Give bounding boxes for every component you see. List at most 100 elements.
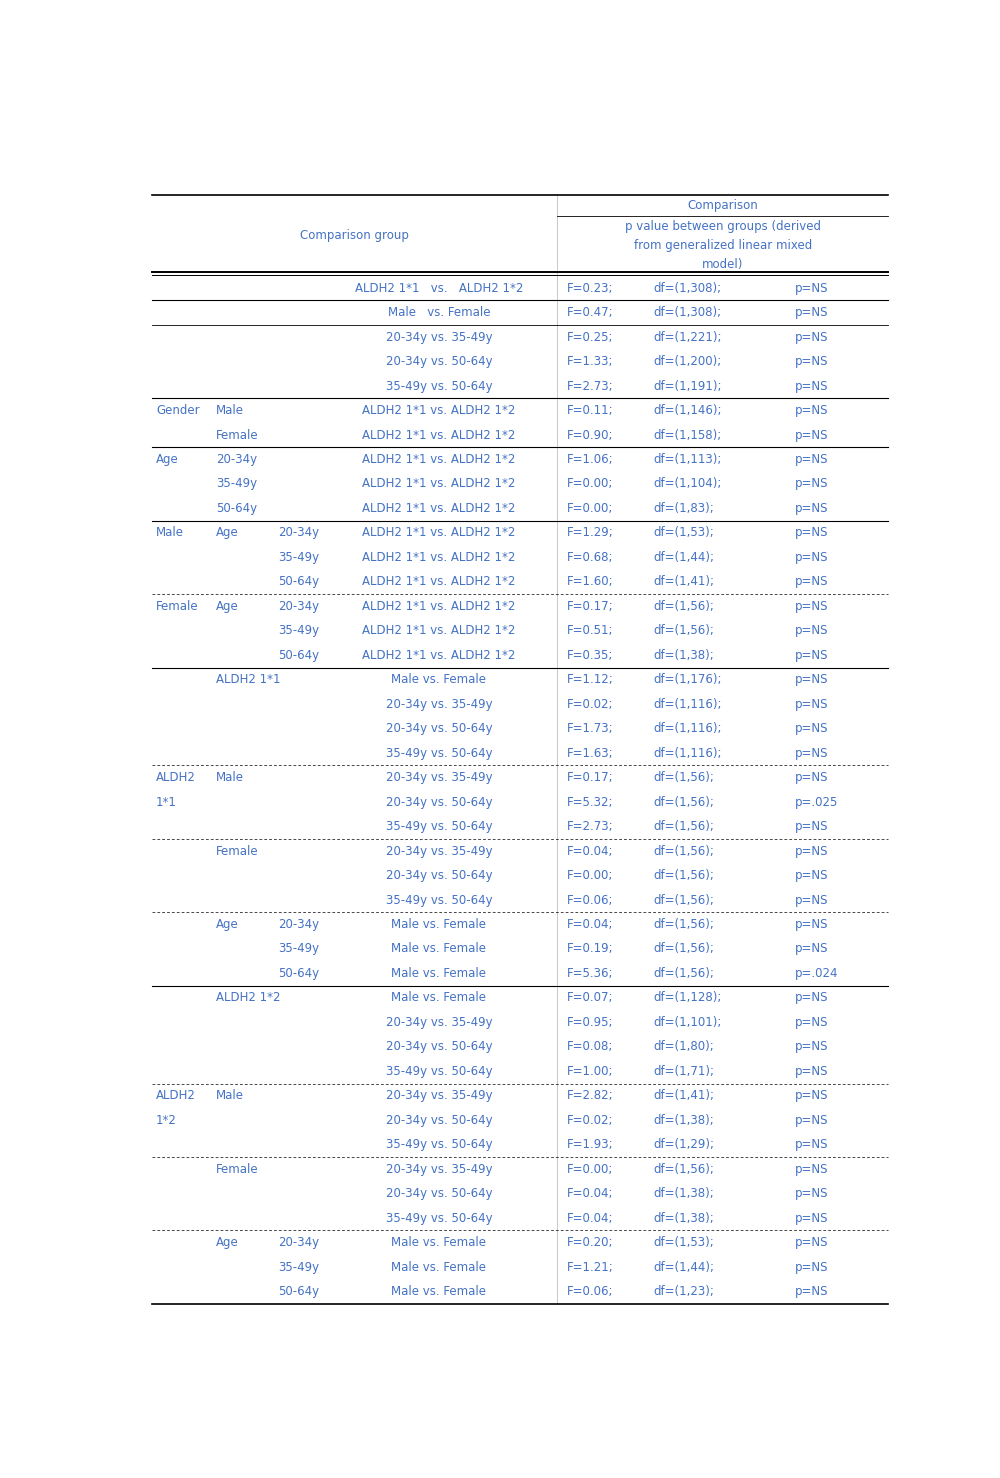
Text: p=NS: p=NS xyxy=(795,1286,829,1298)
Text: ALDH2 1*1 vs. ALDH2 1*2: ALDH2 1*1 vs. ALDH2 1*2 xyxy=(362,477,516,491)
Text: ALDH2 1*1 vs. ALDH2 1*2: ALDH2 1*1 vs. ALDH2 1*2 xyxy=(362,429,516,442)
Text: F=5.32;: F=5.32; xyxy=(567,795,613,808)
Text: F=0.00;: F=0.00; xyxy=(567,503,613,514)
Text: df=(1,41);: df=(1,41); xyxy=(654,1089,715,1103)
Text: df=(1,80);: df=(1,80); xyxy=(654,1041,714,1054)
Text: p=NS: p=NS xyxy=(795,503,829,514)
Text: F=0.06;: F=0.06; xyxy=(567,1286,613,1298)
Text: 35-49y vs. 50-64y: 35-49y vs. 50-64y xyxy=(386,820,492,834)
Text: p=NS: p=NS xyxy=(795,1089,829,1103)
Text: Male: Male xyxy=(156,526,184,539)
Text: Male: Male xyxy=(216,1089,244,1103)
Text: F=0.19;: F=0.19; xyxy=(567,943,613,955)
Text: df=(1,38);: df=(1,38); xyxy=(654,1114,714,1126)
Text: p=NS: p=NS xyxy=(795,1041,829,1054)
Text: 50-64y: 50-64y xyxy=(278,967,319,980)
Text: 20-34y: 20-34y xyxy=(278,526,319,539)
Text: F=0.23;: F=0.23; xyxy=(567,282,613,294)
Text: F=0.04;: F=0.04; xyxy=(567,918,613,931)
Text: p=NS: p=NS xyxy=(795,452,829,466)
Text: df=(1,104);: df=(1,104); xyxy=(654,477,722,491)
Text: 20-34y vs. 35-49y: 20-34y vs. 35-49y xyxy=(386,698,492,711)
Text: df=(1,44);: df=(1,44); xyxy=(654,551,715,565)
Text: p=NS: p=NS xyxy=(795,331,829,343)
Text: 20-34y vs. 50-64y: 20-34y vs. 50-64y xyxy=(386,355,492,368)
Text: p=NS: p=NS xyxy=(795,1138,829,1151)
Text: F=0.90;: F=0.90; xyxy=(567,429,613,442)
Text: Female: Female xyxy=(156,600,199,613)
Text: 20-34y vs. 50-64y: 20-34y vs. 50-64y xyxy=(386,1187,492,1200)
Text: df=(1,221);: df=(1,221); xyxy=(654,331,722,343)
Text: ALDH2: ALDH2 xyxy=(156,772,196,785)
Text: Male vs. Female: Male vs. Female xyxy=(391,992,486,1005)
Text: df=(1,56);: df=(1,56); xyxy=(654,869,714,882)
Text: Comparison group: Comparison group xyxy=(300,229,409,242)
Text: p=NS: p=NS xyxy=(795,746,829,760)
Text: p=NS: p=NS xyxy=(795,649,829,662)
Text: Comparison: Comparison xyxy=(688,200,758,211)
Text: df=(1,44);: df=(1,44); xyxy=(654,1261,715,1274)
Text: 1*1: 1*1 xyxy=(156,795,177,808)
Text: F=1.12;: F=1.12; xyxy=(567,674,614,686)
Text: F=0.95;: F=0.95; xyxy=(567,1015,613,1029)
Text: df=(1,176);: df=(1,176); xyxy=(654,674,722,686)
Text: 35-49y vs. 50-64y: 35-49y vs. 50-64y xyxy=(386,894,492,906)
Text: df=(1,56);: df=(1,56); xyxy=(654,600,714,613)
Text: Female: Female xyxy=(216,429,258,442)
Text: F=0.35;: F=0.35; xyxy=(567,649,613,662)
Text: F=1.06;: F=1.06; xyxy=(567,452,613,466)
Text: F=0.02;: F=0.02; xyxy=(567,1114,613,1126)
Text: p=NS: p=NS xyxy=(795,1261,829,1274)
Text: 20-34y: 20-34y xyxy=(278,918,319,931)
Text: p=NS: p=NS xyxy=(795,1163,829,1176)
Text: p=NS: p=NS xyxy=(795,624,829,637)
Text: F=0.25;: F=0.25; xyxy=(567,331,613,343)
Text: 35-49y: 35-49y xyxy=(278,943,319,955)
Text: ALDH2 1*1   vs.   ALDH2 1*2: ALDH2 1*1 vs. ALDH2 1*2 xyxy=(355,282,523,294)
Text: df=(1,41);: df=(1,41); xyxy=(654,575,715,588)
Text: df=(1,38);: df=(1,38); xyxy=(654,1187,714,1200)
Text: 20-34y vs. 35-49y: 20-34y vs. 35-49y xyxy=(386,1163,492,1176)
Text: p value between groups (derived
from generalized linear mixed
model): p value between groups (derived from gen… xyxy=(625,220,821,270)
Text: 20-34y: 20-34y xyxy=(216,452,257,466)
Text: F=0.11;: F=0.11; xyxy=(567,403,613,417)
Text: p=NS: p=NS xyxy=(795,844,829,857)
Text: 35-49y: 35-49y xyxy=(278,624,319,637)
Text: df=(1,56);: df=(1,56); xyxy=(654,918,714,931)
Text: 35-49y vs. 50-64y: 35-49y vs. 50-64y xyxy=(386,1064,492,1077)
Text: 20-34y vs. 50-64y: 20-34y vs. 50-64y xyxy=(386,869,492,882)
Text: df=(1,116);: df=(1,116); xyxy=(654,698,722,711)
Text: df=(1,113);: df=(1,113); xyxy=(654,452,722,466)
Text: ALDH2 1*1 vs. ALDH2 1*2: ALDH2 1*1 vs. ALDH2 1*2 xyxy=(362,551,516,565)
Text: 20-34y vs. 50-64y: 20-34y vs. 50-64y xyxy=(386,1041,492,1054)
Text: df=(1,56);: df=(1,56); xyxy=(654,1163,714,1176)
Text: F=0.17;: F=0.17; xyxy=(567,600,613,613)
Text: df=(1,29);: df=(1,29); xyxy=(654,1138,715,1151)
Text: Male vs. Female: Male vs. Female xyxy=(391,918,486,931)
Text: 35-49y vs. 50-64y: 35-49y vs. 50-64y xyxy=(386,1212,492,1225)
Text: F=1.33;: F=1.33; xyxy=(567,355,613,368)
Text: df=(1,56);: df=(1,56); xyxy=(654,820,714,834)
Text: p=NS: p=NS xyxy=(795,1064,829,1077)
Text: ALDH2 1*2: ALDH2 1*2 xyxy=(216,992,280,1005)
Text: p=NS: p=NS xyxy=(795,403,829,417)
Text: p=NS: p=NS xyxy=(795,1236,829,1249)
Text: 35-49y: 35-49y xyxy=(278,1261,319,1274)
Text: F=0.04;: F=0.04; xyxy=(567,1212,613,1225)
Text: 20-34y vs. 35-49y: 20-34y vs. 35-49y xyxy=(386,772,492,785)
Text: p=NS: p=NS xyxy=(795,992,829,1005)
Text: F=0.00;: F=0.00; xyxy=(567,477,613,491)
Text: 20-34y vs. 35-49y: 20-34y vs. 35-49y xyxy=(386,1089,492,1103)
Text: df=(1,200);: df=(1,200); xyxy=(654,355,722,368)
Text: p=NS: p=NS xyxy=(795,600,829,613)
Text: Age: Age xyxy=(216,600,238,613)
Text: df=(1,83);: df=(1,83); xyxy=(654,503,714,514)
Text: Female: Female xyxy=(216,844,258,857)
Text: F=0.20;: F=0.20; xyxy=(567,1236,613,1249)
Text: df=(1,116);: df=(1,116); xyxy=(654,723,722,735)
Text: df=(1,53);: df=(1,53); xyxy=(654,526,714,539)
Text: ALDH2 1*1 vs. ALDH2 1*2: ALDH2 1*1 vs. ALDH2 1*2 xyxy=(362,452,516,466)
Text: p=NS: p=NS xyxy=(795,698,829,711)
Text: p=NS: p=NS xyxy=(795,1015,829,1029)
Text: 20-34y vs. 35-49y: 20-34y vs. 35-49y xyxy=(386,331,492,343)
